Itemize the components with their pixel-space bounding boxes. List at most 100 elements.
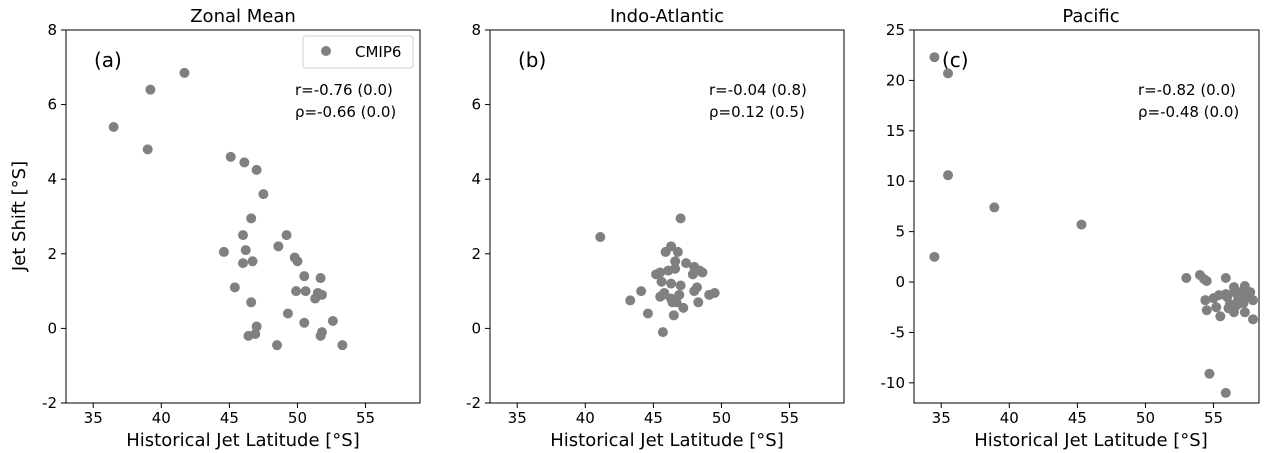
data-point: [672, 246, 683, 257]
y-tick-label: -2: [42, 394, 57, 412]
data-point: [142, 144, 153, 155]
data-point: [292, 256, 303, 267]
x-tick-label: 45: [644, 409, 663, 427]
y-tick-label: 6: [47, 96, 57, 114]
y-tick-label: 5: [895, 223, 905, 241]
data-point: [179, 67, 190, 78]
data-point: [651, 269, 662, 280]
data-point: [1201, 305, 1212, 316]
y-tick-label: 2: [471, 245, 481, 263]
x-axis-label: Historical Jet Latitude [°S]: [974, 430, 1207, 451]
x-tick-label: 35: [932, 409, 951, 427]
x-tick-label: 35: [508, 409, 527, 427]
data-point: [693, 297, 704, 308]
data-point: [281, 230, 292, 241]
y-tick-label: -2: [466, 394, 481, 412]
data-point: [250, 328, 261, 339]
data-point: [668, 310, 679, 321]
data-point: [315, 330, 326, 341]
data-point: [251, 321, 262, 332]
y-tick-label: -10: [881, 374, 906, 392]
data-point: [240, 245, 251, 256]
x-tick-label: 35: [84, 409, 103, 427]
correlation-stat: ρ=0.12 (0.5): [709, 103, 805, 121]
correlation-stat: ρ=-0.66 (0.0): [295, 103, 396, 121]
data-point: [595, 232, 606, 243]
x-tick-label: 40: [152, 409, 171, 427]
data-point: [238, 230, 248, 241]
x-axis-label: Historical Jet Latitude [°S]: [126, 430, 359, 451]
panel-2: Indo-Atlantic 35 40 45 50 55 -2 0 2 4 6 8 Historical…: [466, 6, 845, 451]
data-point: [675, 280, 686, 291]
x-tick-label: 50: [1136, 409, 1155, 427]
y-tick-label: 8: [471, 21, 481, 39]
data-point: [1200, 295, 1211, 306]
panel-label: (b): [518, 48, 546, 72]
y-tick-label: 0: [47, 319, 57, 337]
data-point: [218, 246, 229, 257]
data-point: [299, 317, 310, 328]
correlation-stat: ρ=-0.48 (0.0): [1138, 103, 1239, 121]
panel-title: Zonal Mean: [190, 6, 296, 27]
data-point: [678, 302, 689, 313]
data-point: [310, 293, 321, 304]
y-tick-label: 4: [471, 170, 481, 188]
data-point: [1199, 274, 1210, 285]
x-tick-label: 45: [1068, 409, 1087, 427]
x-tick-label: 55: [780, 409, 799, 427]
data-point: [108, 121, 119, 132]
data-point: [666, 278, 677, 289]
data-point: [636, 286, 647, 297]
data-point: [1204, 368, 1215, 379]
data-point: [238, 258, 248, 269]
data-point: [625, 295, 636, 306]
data-point: [291, 286, 302, 297]
data-point: [657, 327, 668, 338]
correlation-stat: r=-0.76 (0.0): [295, 81, 393, 99]
data-point: [671, 297, 682, 308]
panel-3: Pacific 35 40 45 50 55 -10 -5 0 5 10 15 20 25 Historic…: [881, 6, 1260, 451]
data-point: [1208, 293, 1219, 304]
data-point: [337, 340, 348, 351]
y-tick-label: 8: [47, 21, 57, 39]
panel-label: (a): [94, 48, 122, 72]
data-point: [299, 271, 310, 282]
data-point: [709, 287, 720, 298]
data-point: [1228, 287, 1239, 298]
x-tick-label: 40: [1000, 409, 1019, 427]
data-point: [1239, 307, 1250, 318]
data-point: [687, 269, 698, 280]
data-point: [327, 315, 338, 326]
data-point: [1238, 298, 1249, 309]
axes-frame: [65, 29, 421, 404]
legend-marker: [321, 46, 331, 56]
data-point: [315, 273, 326, 284]
data-point: [1220, 272, 1231, 283]
x-tick-label: 50: [288, 409, 307, 427]
y-tick-label: 6: [471, 96, 481, 114]
data-point: [1076, 219, 1087, 230]
panel-1: Zonal Mean 35 40 45 50 55 -2 0 2 4 6 8 Historical Je…: [42, 6, 421, 451]
data-point: [239, 157, 250, 168]
data-point: [689, 286, 700, 297]
data-point: [655, 291, 666, 302]
data-point: [273, 241, 284, 252]
x-tick-label: 40: [576, 409, 595, 427]
correlation-stat: r=-0.82 (0.0): [1138, 81, 1236, 99]
data-point: [300, 286, 311, 297]
y-tick-label: 4: [47, 170, 57, 188]
y-axis-label: Jet Shift [°S]: [9, 161, 30, 272]
data-point: [1248, 314, 1259, 325]
data-point: [989, 202, 1000, 213]
y-tick-label: 10: [886, 172, 905, 190]
x-tick-label: 45: [220, 409, 239, 427]
x-axis-label: Historical Jet Latitude [°S]: [550, 430, 783, 451]
panel-title: Pacific: [1062, 6, 1119, 27]
axes-frame: [913, 29, 1260, 404]
data-point: [642, 308, 653, 319]
data-point: [282, 308, 293, 319]
data-point: [145, 84, 156, 95]
data-point: [663, 265, 674, 276]
data-point: [697, 267, 708, 278]
x-tick-label: 55: [1204, 409, 1223, 427]
